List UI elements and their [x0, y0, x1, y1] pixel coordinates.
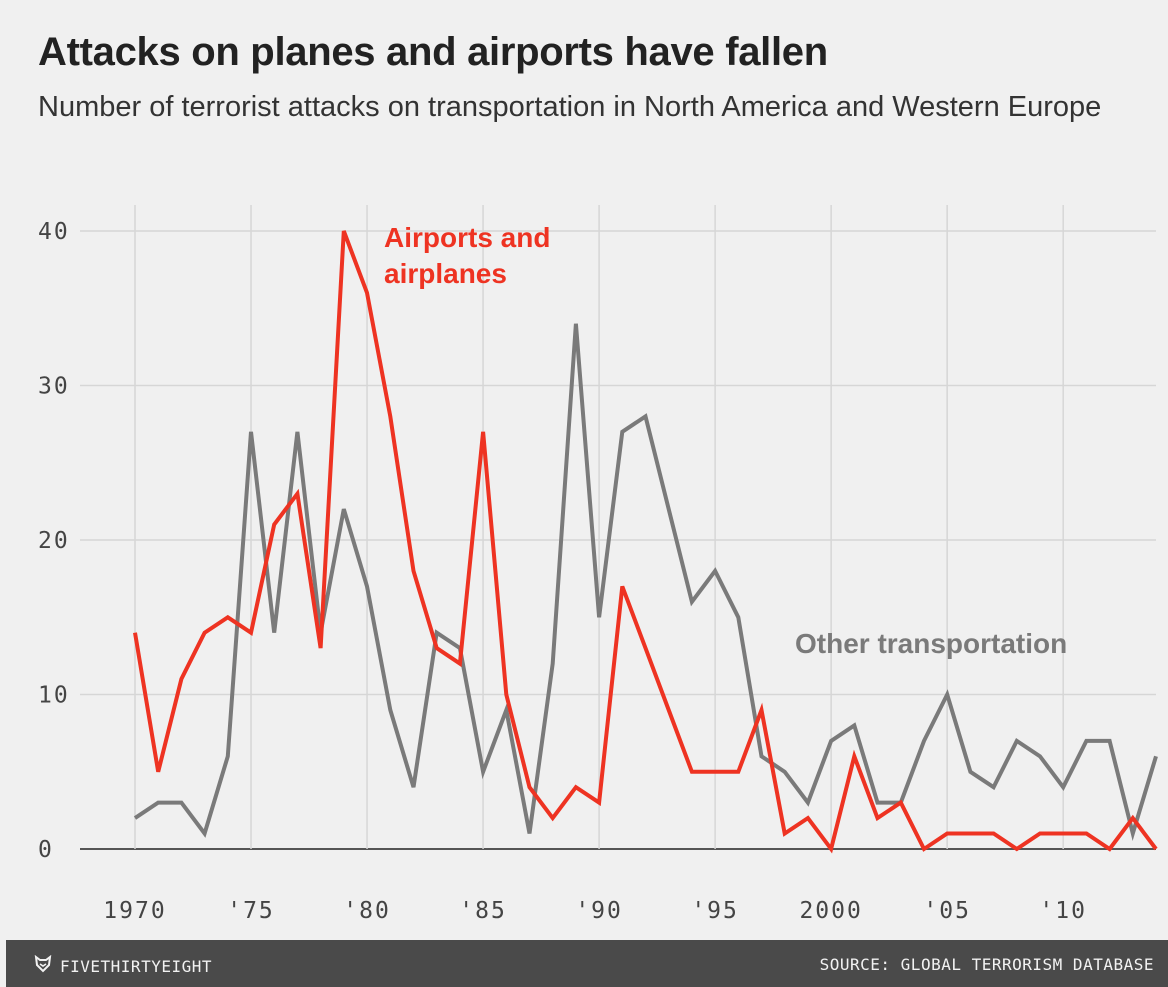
y-tick-label: 0 — [38, 837, 54, 863]
brand[interactable]: FIVETHIRTYEIGHT — [34, 954, 212, 977]
x-tick-label: '95 — [691, 898, 739, 924]
series-label: Other transportation — [795, 628, 1067, 659]
x-tick-label: '80 — [343, 898, 391, 924]
footer-bar: FIVETHIRTYEIGHT SOURCE: GLOBAL TERRORISM… — [6, 940, 1168, 987]
series-lines — [133, 230, 1158, 854]
page-title: Attacks on planes and airports have fall… — [38, 30, 828, 74]
series-line-other-transportation — [133, 323, 1158, 842]
source-note: SOURCE: GLOBAL TERRORISM DATABASE — [819, 955, 1154, 974]
series-line-airports-and-airplanes — [133, 230, 1158, 854]
series-label: airplanes — [384, 258, 507, 289]
y-tick-label: 20 — [38, 528, 70, 554]
y-tick-label: 30 — [38, 374, 70, 400]
y-tick-label: 40 — [38, 219, 70, 245]
x-tick-label: '90 — [575, 898, 623, 924]
series-annotations: Airports and airplanes Other transportatio… — [384, 222, 1067, 659]
y-tick-label: 10 — [38, 683, 70, 709]
x-tick-label: '05 — [923, 898, 971, 924]
fivethirtyeight-fox-icon — [34, 954, 52, 977]
x-axis-ticks: 1970 '75 '80 '85 '90 '95 2000 '05 '10 — [103, 898, 1087, 924]
x-tick-label: '75 — [227, 898, 275, 924]
x-tick-label: '85 — [459, 898, 507, 924]
x-tick-label: 2000 — [799, 898, 862, 924]
page-subtitle: Number of terrorist attacks on transport… — [38, 91, 1102, 123]
y-axis-ticks: 0 10 20 30 40 — [38, 219, 70, 863]
chart-grid — [80, 205, 1156, 850]
line-chart: 1970'75'80'85'90'95 2000'05'10 010203040 … — [38, 205, 1158, 924]
x-tick-label: '10 — [1039, 898, 1087, 924]
x-tick-label: 1970 — [103, 898, 166, 924]
series-label: Airports and — [384, 222, 550, 253]
brand-name: FIVETHIRTYEIGHT — [60, 956, 212, 976]
